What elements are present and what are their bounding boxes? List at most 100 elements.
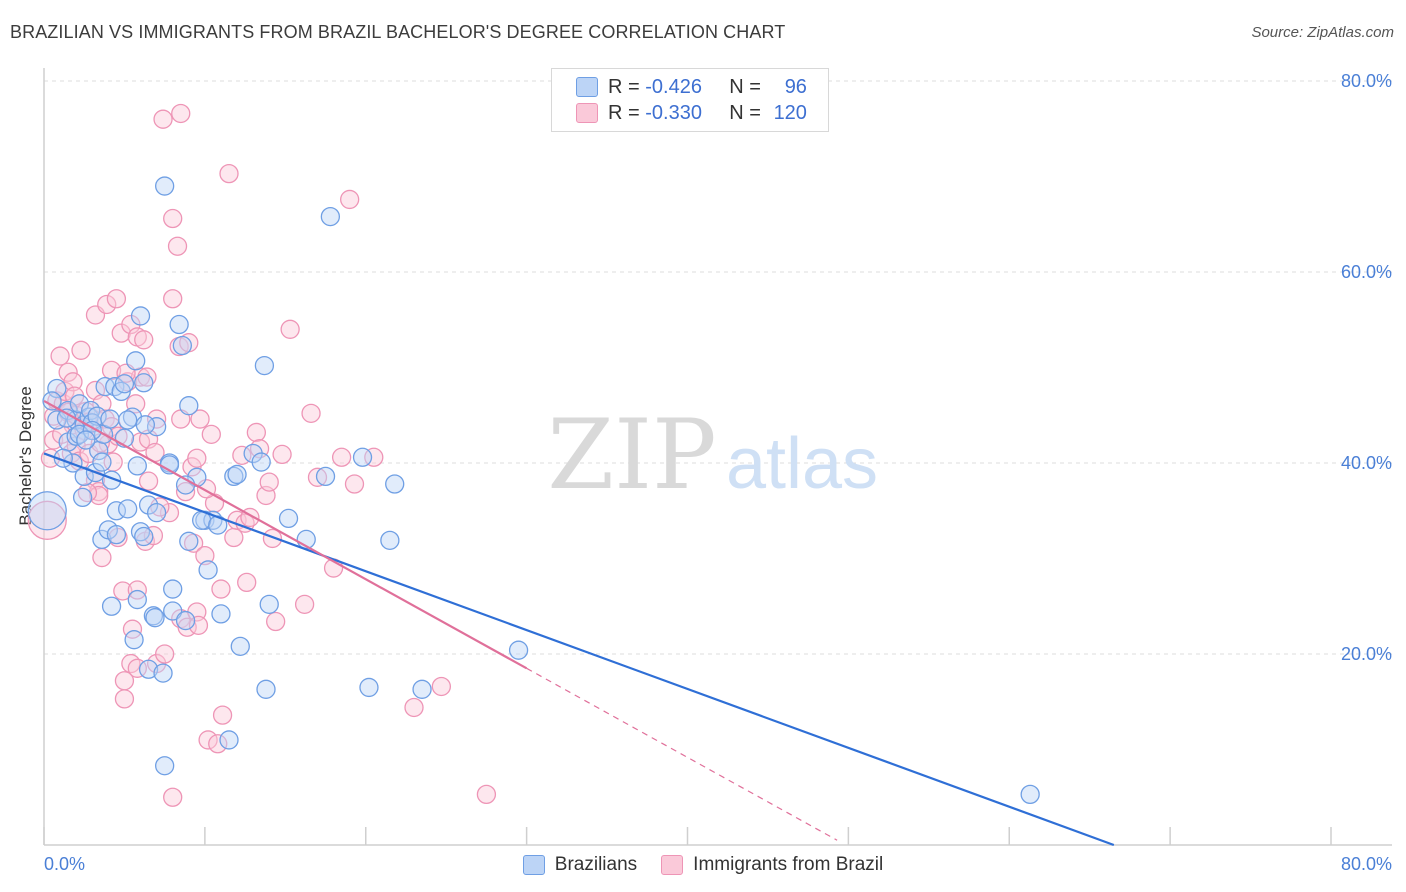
brazilians-point (138, 495, 159, 515)
brazilians-point (219, 730, 239, 750)
blue-swatch-icon (576, 77, 598, 97)
immigrants-point (167, 236, 188, 256)
brazilians-point (359, 677, 379, 698)
watermark-atlas: atlas (726, 424, 878, 504)
immigrants-point (219, 163, 239, 184)
immigrants-point (175, 481, 196, 502)
immigrants-point (171, 103, 191, 124)
brazilians-point (175, 610, 196, 631)
immigrants-point (280, 319, 300, 339)
immigrants-point (101, 417, 122, 437)
series-immigrants-from-brazil (27, 103, 497, 807)
brazilians-point (72, 487, 93, 508)
immigrants-point (101, 360, 122, 381)
series-legend: Brazilians Immigrants from Brazil (0, 852, 1406, 878)
x-tick-label: 0.0% (44, 854, 85, 874)
brazilians-point (172, 335, 193, 356)
brazilians-point (114, 374, 135, 394)
r-value: -0.426 (645, 75, 702, 98)
immigrants-point (134, 330, 154, 350)
brazilians-point (146, 503, 167, 523)
immigrants-point (237, 572, 257, 593)
brazilians-point (69, 394, 90, 414)
immigrants-point (97, 294, 117, 315)
brazilians-point (101, 596, 122, 616)
brazilians-point (47, 378, 67, 399)
immigrants-point (155, 644, 175, 664)
brazilians-point (27, 491, 67, 531)
brazilians-point (124, 630, 144, 650)
n-value: 120 (773, 101, 807, 124)
brazilians-point (230, 636, 250, 657)
blue-swatch-icon (522, 855, 545, 875)
legend-row-immigrants: R = -0.330 N = 120 (576, 101, 807, 125)
brazilians-point (163, 601, 183, 621)
immigrants-point (58, 362, 78, 382)
immigrants-point (212, 705, 233, 725)
brazilians-trend-line (43, 452, 1115, 847)
brazilians-point (92, 529, 112, 550)
brazilians-point (256, 679, 276, 699)
immigrants-point (137, 367, 157, 387)
legend-row-brazilians: R = -0.426 N = 96 (576, 75, 807, 99)
immigrants-point (307, 467, 328, 487)
brazilians-point (385, 474, 405, 494)
y-tick-label: 60.0% (1341, 262, 1392, 282)
immigrants-point (163, 208, 183, 229)
brazilians-point (92, 452, 112, 472)
immigrants-point (63, 372, 83, 392)
immigrants-point (106, 289, 127, 309)
pink-swatch-icon (661, 855, 684, 875)
brazilians-point (169, 314, 189, 335)
brazilians-point (352, 447, 373, 467)
brazilians-point (320, 206, 341, 227)
y-tick-label: 80.0% (1341, 71, 1392, 91)
immigrants-point (272, 444, 292, 465)
immigrants-point (364, 447, 384, 467)
brazilians-point (211, 604, 231, 624)
pink-swatch-icon (576, 103, 598, 123)
immigrants-point (71, 340, 91, 360)
immigrants-point (114, 671, 135, 691)
immigrants-trend-line (43, 399, 528, 670)
immigrants-point (113, 581, 133, 601)
source-label: Source: ZipAtlas.com (1251, 24, 1394, 41)
brazilians-point (118, 499, 138, 519)
legend-label: Immigrants from Brazil (693, 854, 884, 875)
immigrants-point (294, 594, 315, 614)
immigrants-point (198, 730, 218, 750)
immigrants-point (246, 422, 267, 443)
brazilians-point (412, 679, 432, 699)
axes (43, 68, 1392, 846)
brazilians-point (163, 579, 183, 599)
brazilians-point (100, 409, 120, 429)
immigrants-point (163, 289, 183, 309)
brazilians-point (130, 306, 151, 326)
brazilians-point (42, 391, 62, 411)
brazilians-point (198, 560, 218, 580)
immigrants-trend-extension (526, 667, 838, 841)
immigrants-point (262, 528, 283, 549)
immigrants-point (404, 697, 424, 718)
brazilians-point (126, 351, 146, 371)
immigrants-point (344, 474, 365, 494)
brazilians-point (508, 640, 529, 660)
legend-label: Brazilians (554, 854, 638, 875)
immigrants-point (89, 485, 109, 506)
brazilians-point (380, 530, 400, 551)
immigrants-point (476, 784, 497, 805)
brazilians-point (278, 508, 299, 529)
brazilians-point (315, 466, 336, 487)
immigrants-point (92, 547, 112, 568)
immigrants-point (190, 409, 210, 429)
immigrants-point (114, 689, 135, 709)
immigrants-point (301, 403, 321, 423)
immigrants-point (146, 409, 167, 429)
brazilians-point (254, 355, 275, 376)
brazilians-point (134, 373, 154, 393)
series-brazilians (27, 176, 1040, 805)
brazilians-point (251, 452, 271, 472)
immigrants-point (211, 579, 231, 599)
n-label: N = (729, 75, 761, 98)
